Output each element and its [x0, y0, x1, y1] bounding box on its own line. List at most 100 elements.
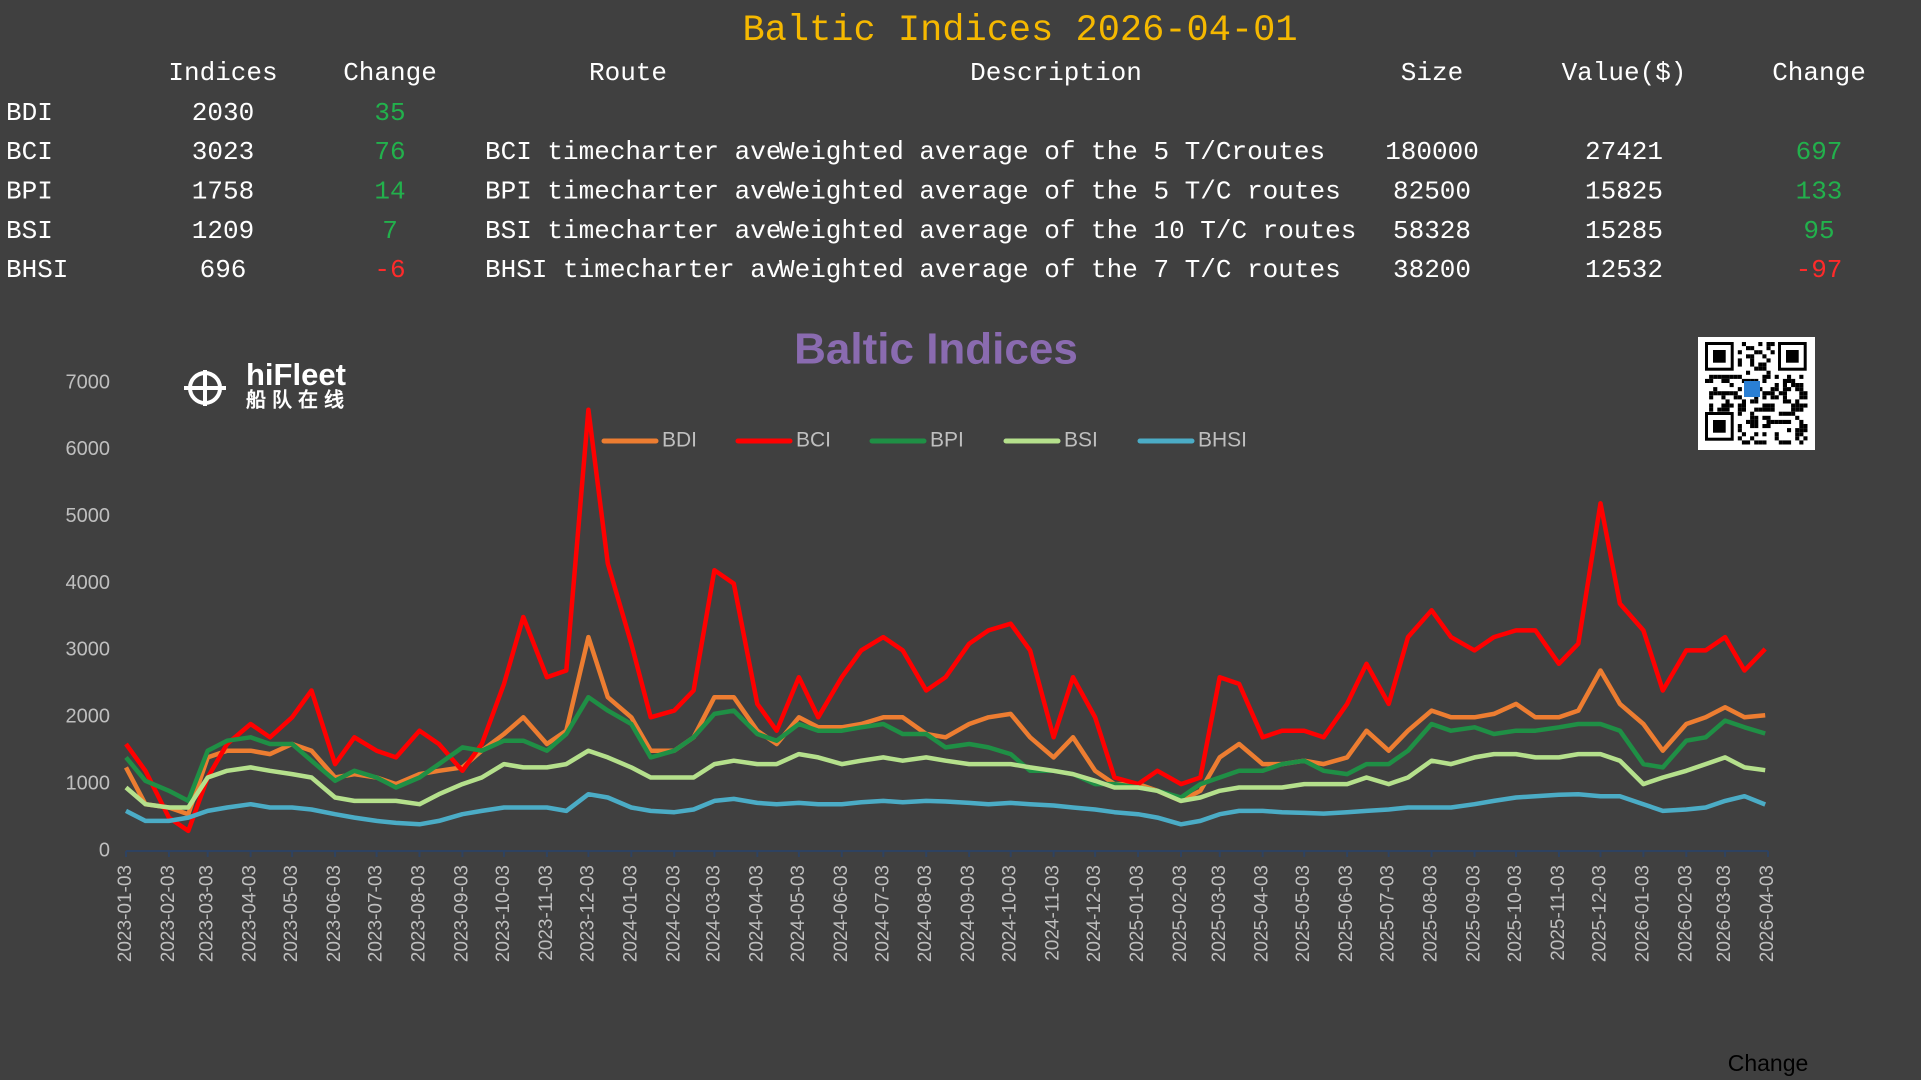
qr-module	[1799, 432, 1804, 437]
qr-module	[1758, 387, 1763, 392]
qr-module	[1762, 391, 1767, 396]
column-header: Description	[970, 58, 1142, 88]
x-tick-label: 2025-11-03	[1548, 865, 1569, 961]
qr-module	[1754, 424, 1759, 429]
qr-module	[1709, 403, 1714, 408]
qr-module	[1741, 407, 1746, 412]
y-tick-label: 1000	[66, 772, 111, 794]
qr-module	[1737, 350, 1742, 355]
qr-module	[1750, 411, 1755, 416]
legend-label: BSI	[1064, 429, 1098, 452]
qr-module	[1762, 407, 1767, 412]
qr-module	[1782, 383, 1787, 388]
row-name: BSI	[6, 216, 53, 246]
legend-label: BDI	[662, 429, 697, 452]
qr-module	[1774, 395, 1779, 400]
qr-module	[1762, 440, 1767, 445]
qr-module	[1795, 432, 1800, 437]
qr-finder	[1786, 350, 1799, 363]
index-change: 14	[374, 176, 405, 206]
qr-module	[1803, 428, 1808, 433]
qr-module	[1770, 387, 1775, 392]
index-value: 2030	[192, 98, 254, 128]
qr-module	[1741, 403, 1746, 408]
qr-module	[1725, 374, 1730, 379]
y-tick-label: 4000	[66, 572, 111, 594]
qr-module	[1754, 407, 1759, 412]
qr-module	[1799, 374, 1804, 379]
qr-module	[1799, 428, 1804, 433]
qr-module	[1787, 428, 1792, 433]
logo: hiFleet 船队在线	[184, 357, 346, 411]
qr-module	[1799, 395, 1804, 400]
qr-module	[1766, 415, 1771, 420]
x-tick-label: 2023-11-03	[536, 865, 557, 961]
value-change: 697	[1796, 137, 1843, 167]
y-tick-label: 3000	[66, 639, 111, 661]
qr-module	[1762, 378, 1767, 383]
qr-module	[1791, 383, 1796, 388]
qr-module	[1782, 395, 1787, 400]
qr-module	[1770, 350, 1775, 355]
qr-module	[1750, 346, 1755, 351]
index-value: 696	[200, 255, 247, 285]
size: 82500	[1393, 176, 1471, 206]
qr-module	[1795, 387, 1800, 392]
value-change: 133	[1796, 176, 1843, 206]
qr-module	[1737, 428, 1742, 433]
qr-module	[1713, 391, 1718, 396]
x-tick-label: 2023-07-03	[366, 865, 387, 962]
qr-module	[1750, 419, 1755, 424]
description: Weighted average of the 5 T/C routes	[779, 176, 1341, 206]
qr-module	[1737, 395, 1742, 400]
qr-module	[1762, 432, 1767, 437]
qr-module	[1782, 411, 1787, 416]
x-tick-label: 2024-09-03	[958, 865, 979, 962]
qr-module	[1737, 387, 1742, 392]
qr-module	[1750, 354, 1755, 359]
qr-module	[1737, 358, 1742, 363]
size: 58328	[1393, 216, 1471, 246]
x-tick-label: 2023-04-03	[240, 865, 261, 962]
qr-module	[1766, 374, 1771, 379]
qr-module	[1782, 419, 1787, 424]
qr-module	[1774, 387, 1779, 392]
x-tick-label: 2025-06-03	[1336, 865, 1357, 962]
footer-label: Change	[1728, 1050, 1809, 1076]
qr-module	[1787, 440, 1792, 445]
series-line	[124, 407, 1767, 834]
row-name: BCI	[6, 137, 53, 167]
route-value: 27421	[1585, 137, 1663, 167]
qr-module	[1746, 440, 1751, 445]
index-change: 7	[382, 216, 398, 246]
qr-module	[1787, 374, 1792, 379]
qr-module	[1754, 350, 1759, 355]
x-tick-label: 2025-09-03	[1464, 865, 1485, 962]
legend-label: BPI	[930, 429, 964, 452]
qr-center	[1744, 381, 1760, 397]
x-tick-label: 2026-03-03	[1714, 865, 1735, 962]
qr-module	[1774, 436, 1779, 441]
qr-module	[1791, 411, 1796, 416]
qr-module	[1754, 419, 1759, 424]
index-value: 3023	[192, 137, 254, 167]
y-tick-label: 6000	[66, 438, 111, 460]
description: Weighted average of the 7 T/C routes	[779, 255, 1341, 285]
value-change: -97	[1796, 255, 1843, 285]
route-value: 15825	[1585, 176, 1663, 206]
qr-module	[1766, 407, 1771, 412]
qr-module	[1762, 366, 1767, 371]
qr-module	[1766, 370, 1771, 375]
y-tick-label: 7000	[66, 371, 111, 393]
qr-module	[1770, 391, 1775, 396]
x-tick-label: 2023-09-03	[451, 865, 472, 962]
description: Weighted average of the 5 T/Croutes	[779, 137, 1325, 167]
column-header: Change	[1772, 58, 1866, 88]
index-change: 76	[374, 137, 405, 167]
legend-label: BHSI	[1198, 429, 1247, 452]
qr-module	[1762, 374, 1767, 379]
qr-module	[1762, 424, 1767, 429]
qr-module	[1795, 415, 1800, 420]
qr-module	[1741, 378, 1746, 383]
x-tick-label: 2024-11-03	[1043, 865, 1064, 961]
